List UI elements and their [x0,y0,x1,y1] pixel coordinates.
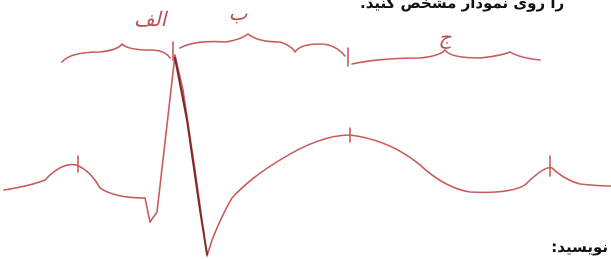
bracket-a [62,44,170,62]
segment-label: الف [134,7,169,31]
ecg-trace [4,55,611,256]
segment-label: ج [439,25,452,49]
bracket-b [180,34,345,56]
ecg-sheet: را روی نمودار مشخص کنید. الف ب ج نویسید: [0,0,611,259]
page: را روی نمودار مشخص کنید. الف ب ج نویسید: [0,0,611,259]
bracket-c [352,50,540,64]
segment-label: ب [229,1,248,25]
ecg-qrs [175,58,207,254]
instruction: را روی نمودار مشخص کنید. [360,0,564,12]
prompt: نویسید: [551,238,608,256]
